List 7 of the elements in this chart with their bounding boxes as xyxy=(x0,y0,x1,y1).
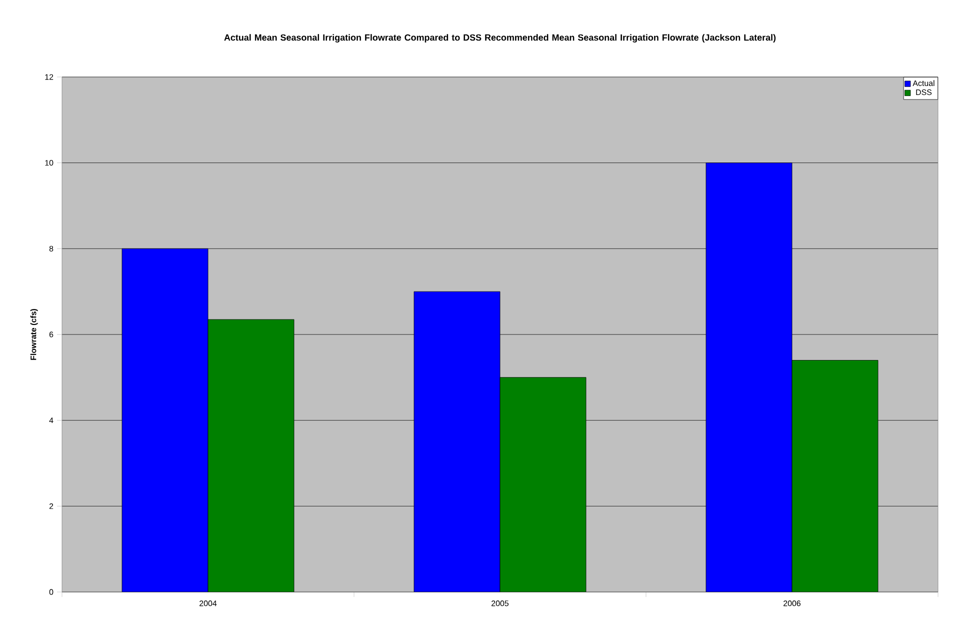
bar xyxy=(792,360,878,592)
bar xyxy=(706,162,792,592)
chart-title: Actual Mean Seasonal Irrigation Flowrate Compared to DSS Recommended Mean Seasonal Irrigation Flowrate (Jackson Lateral) xyxy=(224,34,776,42)
bar xyxy=(414,291,500,592)
bar xyxy=(122,248,208,592)
bar xyxy=(500,377,586,592)
bar xyxy=(208,319,294,592)
